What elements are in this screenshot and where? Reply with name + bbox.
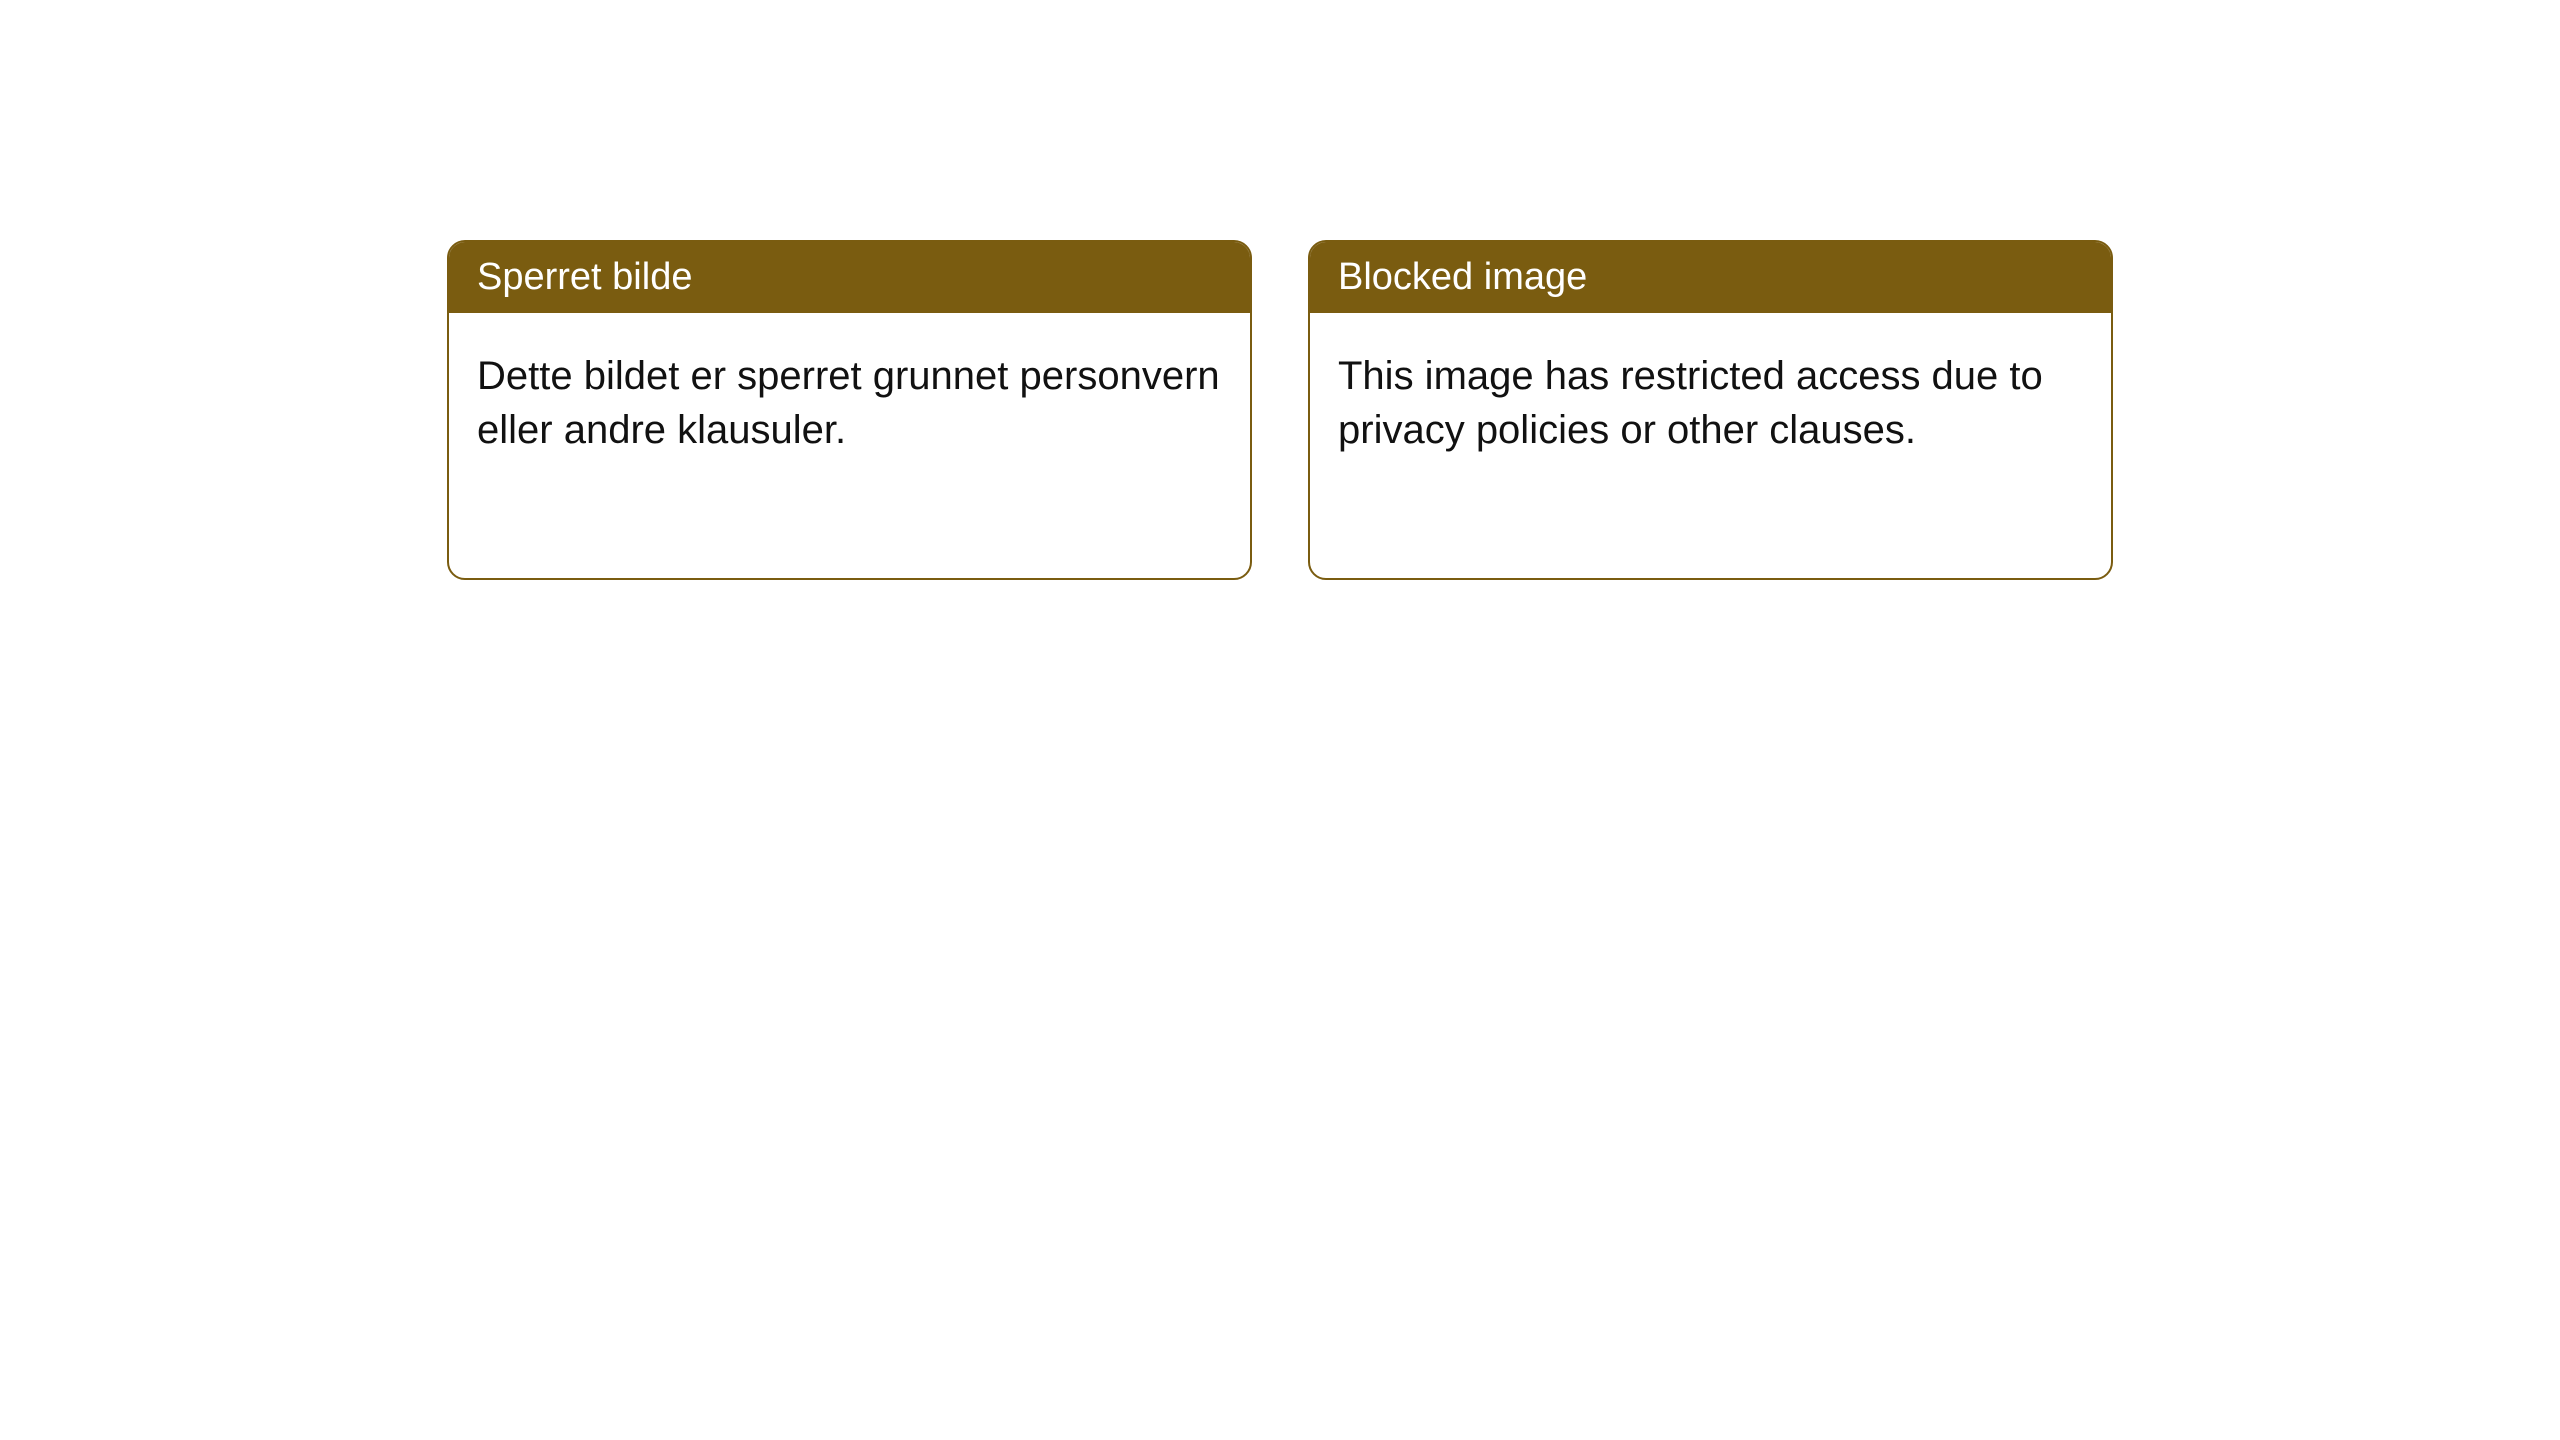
card-message: This image has restricted access due to … bbox=[1338, 354, 2043, 452]
cards-container: Sperret bilde Dette bildet er sperret gr… bbox=[447, 240, 2113, 580]
card-body: Dette bildet er sperret grunnet personve… bbox=[449, 313, 1250, 493]
card-body: This image has restricted access due to … bbox=[1310, 313, 2111, 493]
card-title: Sperret bilde bbox=[477, 256, 692, 298]
card-header: Sperret bilde bbox=[449, 242, 1250, 313]
blocked-image-card-no: Sperret bilde Dette bildet er sperret gr… bbox=[447, 240, 1252, 580]
card-message: Dette bildet er sperret grunnet personve… bbox=[477, 354, 1220, 452]
card-header: Blocked image bbox=[1310, 242, 2111, 313]
blocked-image-card-en: Blocked image This image has restricted … bbox=[1308, 240, 2113, 580]
card-title: Blocked image bbox=[1338, 256, 1587, 298]
